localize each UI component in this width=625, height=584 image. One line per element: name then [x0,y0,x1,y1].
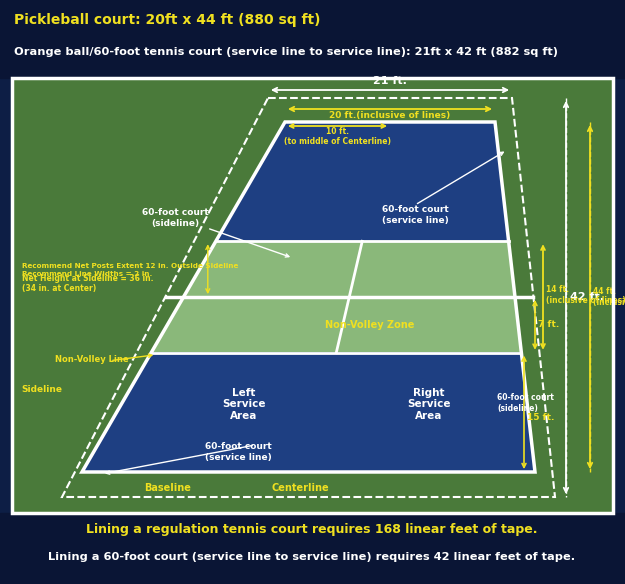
Text: Left
Service
Area: Left Service Area [222,388,266,421]
Text: 10 ft.
(to middle of Centerline): 10 ft. (to middle of Centerline) [284,127,391,147]
Text: 60-foot court
(sideline): 60-foot court (sideline) [497,393,554,413]
Text: Net Height at Sideline = 36 in.
(34 in. at Center): Net Height at Sideline = 36 in. (34 in. … [22,273,154,293]
Text: 15 ft.: 15 ft. [527,413,554,422]
Text: Non-Volley Line: Non-Volley Line [55,354,129,364]
Text: Right
Service
Area: Right Service Area [407,388,451,421]
Text: 21 ft.: 21 ft. [373,76,407,86]
Text: 60-foot court
(service line): 60-foot court (service line) [204,442,271,462]
Bar [0,0,625,78]
Text: Lining a 60-foot court (service line to service line) requires 42 linear feet of: Lining a 60-foot court (service line to … [49,552,576,562]
Polygon shape [184,241,515,297]
Text: 42 ft.: 42 ft. [570,293,604,303]
Polygon shape [151,297,521,353]
Text: Pickleball court: 20ft x 44 ft (880 sq ft): Pickleball court: 20ft x 44 ft (880 sq f… [14,13,321,27]
Text: 7 ft.: 7 ft. [538,321,559,329]
Text: Baseline: Baseline [144,483,191,493]
Text: Non-Volley Zone: Non-Volley Zone [324,320,414,330]
Text: 60-foot court
(sideline): 60-foot court (sideline) [142,208,208,228]
Text: 14 ft.
(inclusive of lines): 14 ft. (inclusive of lines) [546,286,625,305]
Text: Centerline: Centerline [271,483,329,493]
Text: Sideline: Sideline [21,385,62,395]
Bar [12,78,613,513]
Text: 44 ft.
(inclusive of lines): 44 ft. (inclusive of lines) [593,287,625,307]
Text: 20 ft.(inclusive of lines): 20 ft.(inclusive of lines) [329,111,451,120]
Text: Recommend Net Posts Extent 12 in. Outside Sideline
Recommend Line Widths = 2 in.: Recommend Net Posts Extent 12 in. Outsid… [22,263,238,276]
Bar [12,78,613,513]
Text: Lining a regulation tennis court requires 168 linear feet of tape.: Lining a regulation tennis court require… [86,523,538,537]
Text: 60-foot court
(service line): 60-foot court (service line) [382,206,448,225]
Bar [0,513,625,584]
Polygon shape [82,353,535,472]
Polygon shape [216,122,509,241]
Text: Orange ball/60-foot tennis court (service line to service line): 21ft x 42 ft (8: Orange ball/60-foot tennis court (servic… [14,47,558,57]
